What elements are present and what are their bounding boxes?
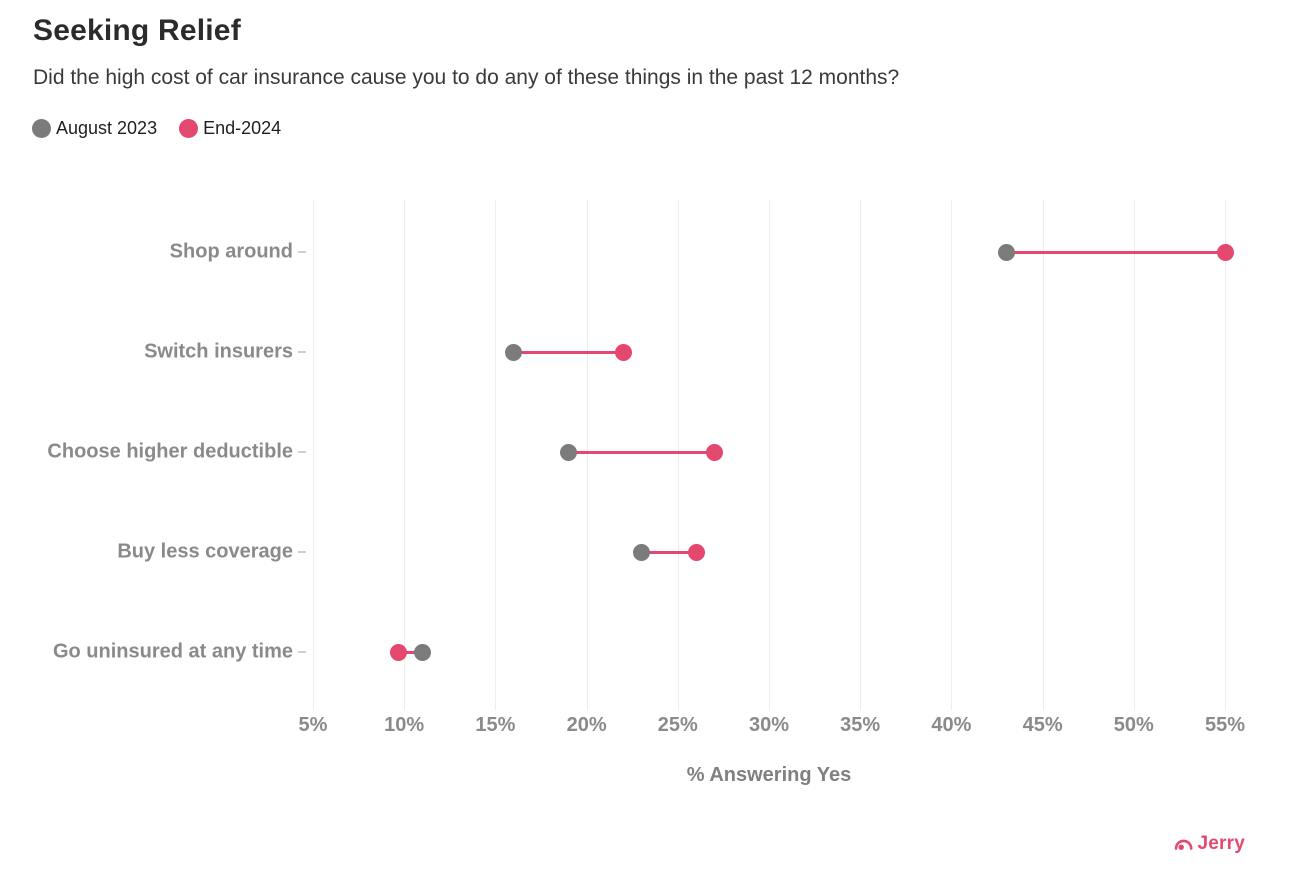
category-tick (298, 451, 306, 453)
dot-end-2024 (1216, 243, 1234, 261)
x-tick-label: 35% (840, 714, 881, 736)
connector-line (568, 450, 715, 454)
gridline (404, 200, 406, 710)
dot-end-2024 (687, 543, 705, 561)
gridline (1225, 200, 1226, 710)
category-label: Switch insurers (144, 340, 293, 363)
gridline (586, 200, 588, 710)
dot-end-2024 (614, 343, 632, 361)
category-tick (298, 351, 306, 353)
x-tick-label: 45% (1022, 714, 1063, 736)
dot-august-2023 (559, 443, 577, 461)
gridline (677, 200, 679, 710)
page-title: Seeking Relief (33, 14, 241, 47)
x-tick-label: 15% (475, 714, 516, 736)
gridline (495, 200, 497, 710)
category-tick (298, 251, 306, 253)
legend-dot-icon (32, 119, 51, 138)
dot-end-2024 (705, 443, 723, 461)
brand-name: Jerry (1197, 833, 1245, 854)
y-axis-labels: Shop around Switch insurers Choose higher … (0, 200, 293, 710)
x-tick-label: 40% (931, 714, 972, 736)
x-tick-label: 50% (1113, 714, 1154, 736)
dot-august-2023 (505, 343, 523, 361)
chart-subtitle: Did the high cost of car insurance cause… (33, 66, 900, 89)
x-tick-label: 5% (298, 714, 328, 736)
category-tick (298, 551, 306, 553)
gridline (313, 200, 314, 710)
dot-august-2023 (997, 243, 1015, 261)
category-tick (298, 651, 306, 653)
x-tick-label: 10% (384, 714, 425, 736)
category-label: Go uninsured at any time (52, 640, 293, 663)
gridline (860, 200, 862, 710)
gridline (1042, 200, 1044, 710)
x-axis-ticks: 5% 10% 15% 20% 25% 30% 35% 40% 45% 50% 55% (295, 714, 1246, 744)
plot-area (295, 200, 1243, 710)
x-tick-label: 55% (1204, 714, 1246, 736)
legend-label: August 2023 (56, 118, 158, 138)
jerry-arc-icon (1174, 839, 1192, 850)
gridline (1133, 200, 1135, 710)
connector-line (513, 350, 624, 354)
category-label: Buy less coverage (117, 540, 293, 563)
legend: August 2023 End-2024 (32, 118, 281, 139)
brand-logo: Jerry (1173, 833, 1246, 855)
legend-label: End-2024 (203, 118, 282, 138)
dot-august-2023 (632, 543, 650, 561)
legend-item: End-2024 (179, 118, 281, 139)
connector-line (641, 550, 697, 554)
gridline (951, 200, 953, 710)
x-tick-label: 20% (566, 714, 607, 736)
category-label: Shop around (169, 240, 293, 263)
x-axis-title: % Answering Yes (686, 764, 852, 786)
connector-line (1006, 250, 1225, 254)
x-tick-label: 30% (748, 714, 790, 736)
dot-august-2023 (413, 643, 431, 661)
category-label: Choose higher deductible (47, 440, 293, 463)
x-tick-label: 25% (657, 714, 698, 736)
dot-end-2024 (390, 643, 408, 661)
legend-dot-icon (179, 119, 199, 138)
legend-item: August 2023 (32, 118, 157, 139)
gridline (769, 200, 770, 710)
connector-line (398, 650, 423, 654)
